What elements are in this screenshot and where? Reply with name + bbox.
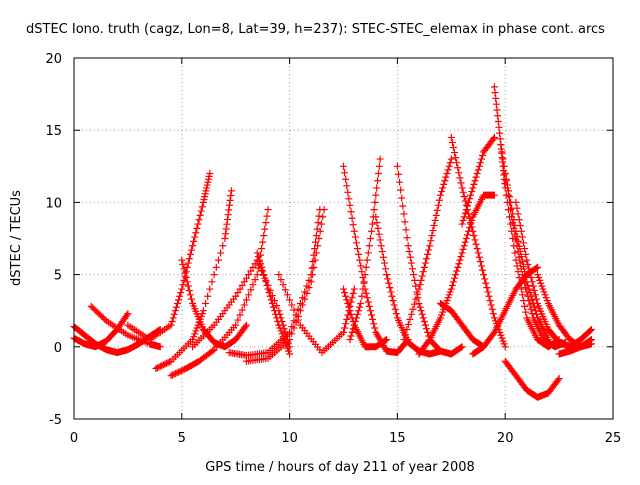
series-18 [400, 156, 454, 343]
y-axis-label: dSTEC / TECUs [9, 190, 24, 286]
series-markers [178, 257, 250, 351]
x-tick-label: 0 [70, 431, 78, 446]
x-axis-label: GPS time / hours of day 211 of year 2008 [205, 460, 475, 475]
x-tick-label: 20 [497, 431, 514, 446]
ticks: 0 5 10 15 20 25 -5 0 5 10 15 20 [45, 52, 621, 446]
series-7 [178, 257, 250, 351]
x-tick-label: 5 [178, 431, 186, 446]
series-markers [400, 156, 454, 343]
series-20 [437, 300, 487, 350]
plot-frame [74, 58, 613, 419]
x-tick-label: 15 [389, 431, 406, 446]
y-tick-label: 5 [54, 269, 62, 284]
series-22 [459, 134, 498, 228]
y-tick-label: 0 [54, 341, 62, 356]
x-tick-label: 10 [281, 431, 298, 446]
series-28 [502, 358, 563, 401]
y-tick-label: -5 [49, 413, 62, 428]
chart-title: dSTEC Iono. truth (cagz, Lon=8, Lat=39, … [26, 22, 605, 37]
y-tick-label: 10 [45, 196, 62, 211]
grid [74, 58, 613, 419]
series-markers [459, 134, 498, 228]
series-markers [502, 358, 563, 401]
x-tick-label: 25 [605, 431, 622, 446]
y-tick-label: 15 [45, 124, 62, 139]
y-tick-label: 20 [45, 52, 62, 67]
data-layer [71, 83, 595, 400]
